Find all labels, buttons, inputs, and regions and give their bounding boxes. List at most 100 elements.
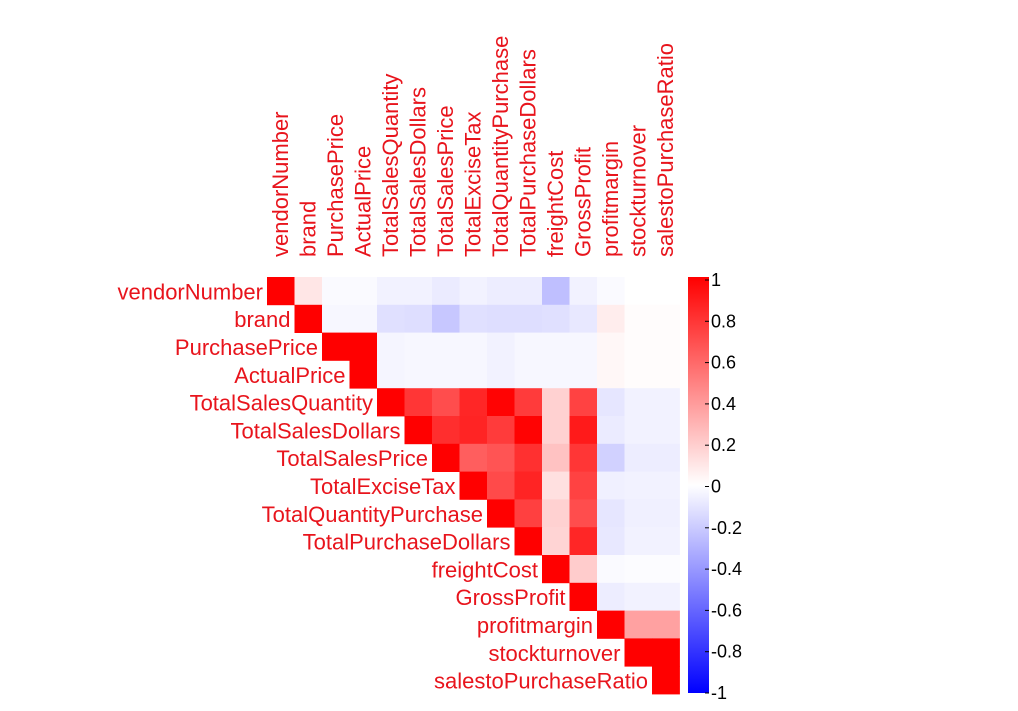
heatmap-cell-1-13 — [624, 304, 653, 333]
colorbar-tick-label: 1 — [711, 270, 721, 290]
heatmap-cell-3-6 — [432, 360, 460, 389]
row-label: salestoPurchaseRatio — [434, 669, 648, 694]
heatmap-cell-0-1 — [294, 277, 323, 306]
heatmap-cell-7-8 — [487, 471, 515, 500]
heatmap-cell-2-11 — [569, 332, 598, 361]
heatmap-cell-0-14 — [652, 277, 680, 306]
heatmap-cell-10-14 — [652, 555, 680, 584]
heatmap-cell-5-7 — [459, 416, 488, 445]
heatmap-cell-8-10 — [542, 499, 570, 528]
heatmap-cell-12-14 — [652, 610, 680, 639]
heatmap-cell-9-11 — [569, 527, 598, 556]
column-label: TotalPurchaseDollars — [515, 49, 540, 257]
heatmap-cell-6-14 — [652, 443, 680, 472]
heatmap-cell-14-14 — [652, 666, 680, 695]
heatmap-cell-3-12 — [597, 360, 625, 389]
colorbar: 1 0.8 0.6 0.4 0.2 0 -0.2 -0.4 -0.6 -0.8 -1 — [688, 270, 742, 703]
heatmap-cell-8-12 — [597, 499, 625, 528]
heatmap-cell-2-12 — [597, 332, 625, 361]
heatmap-cell-1-9 — [514, 304, 543, 333]
heatmap-cell-8-11 — [569, 499, 598, 528]
row-label: TotalPurchaseDollars — [303, 530, 511, 555]
heatmap-cell-3-14 — [652, 360, 680, 389]
heatmap-cell-0-11 — [569, 277, 598, 306]
heatmap-cell-7-7 — [459, 471, 488, 500]
heatmap-cell-11-13 — [624, 582, 653, 611]
heatmap-cell-4-13 — [624, 388, 653, 417]
heatmap-cell-4-4 — [377, 388, 405, 417]
colorbar-tick-label: 0.4 — [711, 394, 736, 414]
row-label: TotalSalesPrice — [276, 446, 428, 471]
heatmap-cell-1-4 — [377, 304, 405, 333]
heatmap-cell-1-10 — [542, 304, 570, 333]
heatmap-cell-1-8 — [487, 304, 515, 333]
heatmap-cell-4-11 — [569, 388, 598, 417]
heatmap-cell-9-12 — [597, 527, 625, 556]
row-label: TotalSalesDollars — [231, 418, 401, 443]
colorbar-tick-label: 0 — [711, 477, 721, 497]
heatmap-cell-0-9 — [514, 277, 543, 306]
heatmap-cell-1-5 — [404, 304, 433, 333]
heatmap-cell-0-6 — [432, 277, 460, 306]
heatmap-cell-2-2 — [322, 332, 350, 361]
heatmap-cell-4-7 — [459, 388, 488, 417]
heatmap-cell-7-14 — [652, 471, 680, 500]
heatmap-cell-5-12 — [597, 416, 625, 445]
heatmap-cell-0-12 — [597, 277, 625, 306]
heatmap-cell-1-11 — [569, 304, 598, 333]
heatmap-cell-2-6 — [432, 332, 460, 361]
colorbar-tick-label: 0.8 — [711, 311, 736, 331]
heatmap-cell-1-3 — [349, 304, 378, 333]
row-label: TotalExciseTax — [310, 474, 456, 499]
heatmap-cell-1-14 — [652, 304, 680, 333]
heatmap-cell-2-8 — [487, 332, 515, 361]
column-label: TotalSalesDollars — [405, 87, 430, 257]
heatmap-cell-7-9 — [514, 471, 543, 500]
heatmap-cell-9-10 — [542, 527, 570, 556]
column-labels: vendorNumber brand PurchasePrice ActualPric… — [268, 36, 678, 257]
heatmap-cell-7-10 — [542, 471, 570, 500]
heatmap-cell-2-9 — [514, 332, 543, 361]
heatmap-cell-6-12 — [597, 443, 625, 472]
heatmap-cell-9-14 — [652, 527, 680, 556]
heatmap-cell-0-3 — [349, 277, 378, 306]
column-label: ActualPrice — [350, 146, 375, 257]
heatmap-cell-12-13 — [624, 610, 653, 639]
heatmap-cell-7-11 — [569, 471, 598, 500]
row-label: TotalQuantityPurchase — [262, 502, 483, 527]
column-label: PurchasePrice — [323, 114, 348, 257]
column-label: brand — [295, 201, 320, 257]
column-label: profitmargin — [598, 141, 623, 257]
heatmap-cell-5-6 — [432, 416, 460, 445]
heatmap-cell-5-9 — [514, 416, 543, 445]
heatmap-cell-1-1 — [294, 304, 323, 333]
heatmap-cell-2-10 — [542, 332, 570, 361]
heatmap-cell-0-5 — [404, 277, 433, 306]
heatmap-cell-5-8 — [487, 416, 515, 445]
column-label: TotalExciseTax — [460, 111, 485, 257]
column-label: TotalSalesPrice — [433, 105, 458, 257]
heatmap-cell-0-10 — [542, 277, 570, 306]
row-label: profitmargin — [477, 613, 593, 638]
column-label: TotalQuantityPurchase — [488, 36, 513, 257]
heatmap-cell-8-9 — [514, 499, 543, 528]
heatmap-cell-0-2 — [322, 277, 350, 306]
row-label: ActualPrice — [234, 363, 345, 388]
heatmap-cell-3-7 — [459, 360, 488, 389]
heatmap-cell-3-3 — [349, 360, 378, 389]
row-label: PurchasePrice — [175, 335, 318, 360]
colorbar-tick-label: -1 — [711, 683, 727, 703]
heatmap-cell-0-13 — [624, 277, 653, 306]
heatmap-cell-1-6 — [432, 304, 460, 333]
heatmap-cell-2-3 — [349, 332, 378, 361]
heatmap-cell-6-10 — [542, 443, 570, 472]
heatmap-cell-8-8 — [487, 499, 515, 528]
heatmap-cell-5-5 — [404, 416, 433, 445]
heatmap-cell-1-12 — [597, 304, 625, 333]
heatmap-cell-4-8 — [487, 388, 515, 417]
row-labels: vendorNumber brand PurchasePrice ActualPric… — [117, 279, 648, 693]
heatmap-cell-11-12 — [597, 582, 625, 611]
heatmap-cell-6-9 — [514, 443, 543, 472]
heatmap-cell-6-7 — [459, 443, 488, 472]
